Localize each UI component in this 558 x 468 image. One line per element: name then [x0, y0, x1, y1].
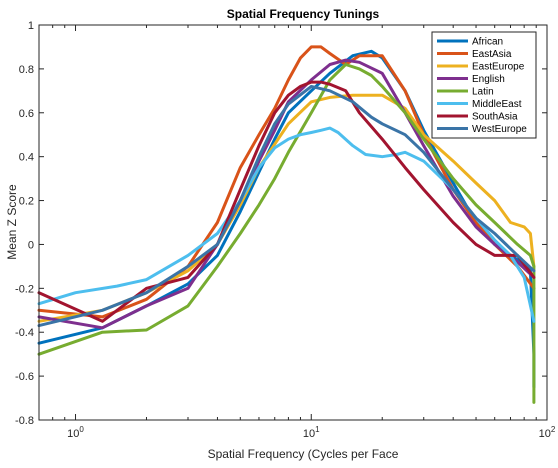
series-line-english	[37, 58, 536, 330]
legend-label-westeurope: WestEurope	[472, 124, 527, 135]
x-tick-label: 101	[303, 425, 320, 440]
series-line-latin	[37, 63, 536, 404]
series-line-westeurope	[37, 84, 536, 328]
y-tick-label: 1	[28, 20, 34, 32]
legend-label-middleeast: MiddleEast	[472, 99, 522, 110]
legend-label-eastasia: EastAsia	[472, 49, 512, 60]
series-line-southasia	[37, 80, 536, 323]
legend-label-easteurope: EastEurope	[472, 62, 525, 73]
legend-label-english: English	[472, 74, 505, 85]
y-tick-label: -0.6	[15, 371, 34, 383]
y-axis-label: Mean Z Score	[5, 184, 19, 260]
y-tick-label: -0.2	[15, 283, 34, 295]
legend-label-african: African	[472, 37, 503, 48]
y-tick-label: 0.2	[19, 196, 34, 208]
plot-area-box	[38, 24, 548, 421]
y-tick-label: 0.8	[19, 64, 34, 76]
series-layer	[37, 45, 536, 404]
tick-layer: 1 0.8 0.6 0.4 0.2 0 -0.2 -0.4 -0.6 -0.8 100 101 102	[15, 20, 556, 440]
x-tick-label: 100	[67, 425, 84, 440]
y-tick-label: 0	[28, 239, 34, 251]
y-tick-label: 0.4	[19, 152, 34, 164]
legend-label-southasia: SouthAsia	[472, 112, 518, 123]
x-axis-label: Spatial Frequency (Cycles per Face	[208, 447, 399, 461]
y-tick-label: 0.6	[19, 108, 34, 120]
series-line-easteurope	[37, 93, 536, 323]
chart-title: Spatial Frequency Tunings	[227, 7, 380, 21]
y-tick-label: -0.8	[15, 415, 34, 427]
legend-label-latin: Latin	[472, 87, 494, 98]
x-tick-label: 102	[539, 425, 556, 440]
legend-box	[431, 31, 537, 139]
y-tick-label: -0.4	[15, 327, 34, 339]
